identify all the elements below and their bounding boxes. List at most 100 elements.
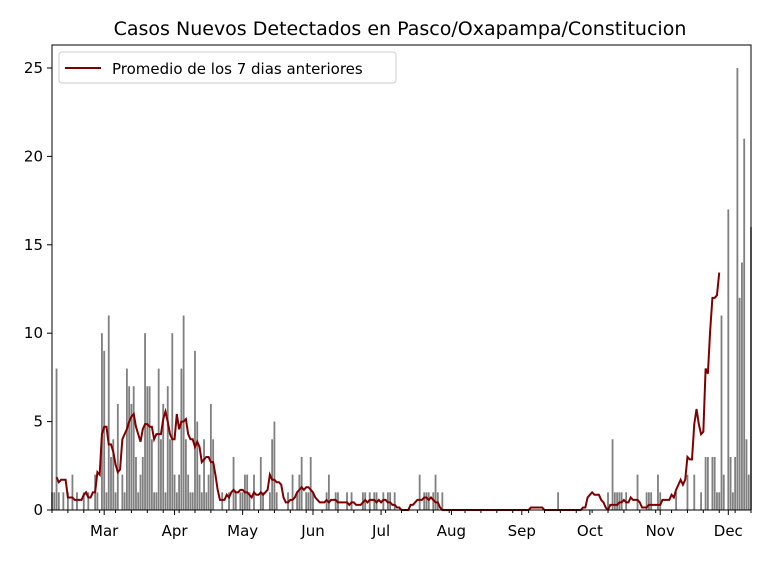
y-tick-label: 20: [24, 147, 43, 165]
bar: [436, 492, 439, 510]
bar: [103, 350, 106, 510]
x-tick-label: Sep: [508, 522, 536, 540]
bar: [209, 403, 212, 510]
bar: [198, 474, 201, 510]
bar: [291, 474, 294, 510]
y-tick-label: 10: [24, 324, 43, 342]
bar: [745, 439, 748, 510]
bar: [157, 368, 160, 510]
bar: [116, 403, 119, 510]
bar: [171, 333, 174, 510]
bar: [273, 421, 276, 510]
bar: [200, 492, 203, 510]
bar: [727, 209, 730, 510]
bar: [232, 456, 235, 510]
legend-label: Promedio de los 7 dias anteriores: [112, 60, 363, 78]
bar: [704, 456, 707, 510]
bar: [110, 456, 112, 510]
bar: [150, 439, 153, 510]
bar: [184, 439, 187, 510]
bar: [645, 492, 648, 510]
bar: [160, 439, 162, 510]
x-tick-label: Oct: [577, 522, 603, 540]
bar: [96, 492, 99, 510]
bar: [101, 333, 103, 510]
bar: [259, 456, 262, 510]
bar: [146, 386, 149, 510]
y-tick-label: 15: [24, 236, 43, 254]
bar: [327, 474, 330, 510]
x-tick-label: Jun: [300, 522, 324, 540]
bar: [164, 492, 167, 510]
bar: [711, 456, 714, 510]
bar: [128, 386, 131, 510]
bar: [607, 492, 609, 510]
bar: [62, 492, 65, 510]
bar: [557, 492, 560, 510]
bar: [114, 492, 117, 510]
bar: [155, 492, 158, 510]
bar: [738, 297, 741, 510]
bar: [182, 315, 185, 510]
bar: [130, 403, 133, 510]
bar: [125, 368, 128, 510]
bar: [205, 492, 208, 510]
x-tick-label: Apr: [162, 522, 189, 540]
bar: [722, 474, 725, 510]
bar: [389, 492, 392, 510]
y-axis: 0 5 10 15 20 25: [24, 59, 52, 519]
bar: [239, 492, 242, 510]
bar: [148, 386, 151, 510]
legend-box: [58, 51, 397, 84]
bar: [423, 492, 426, 510]
bar: [659, 492, 662, 510]
bar: [196, 421, 199, 510]
bar: [194, 350, 196, 510]
bar: [55, 368, 58, 510]
x-axis: MarAprMayJunJulAugSepOctNovDecJan2022: [51, 510, 752, 540]
bar: [175, 492, 178, 510]
bar: [271, 439, 274, 510]
bar: [736, 67, 739, 510]
bar: [716, 492, 718, 510]
bar: [121, 474, 124, 510]
bar: [713, 456, 716, 510]
bar: [268, 492, 271, 510]
bar: [169, 439, 171, 510]
bar: [187, 474, 190, 510]
bar: [275, 492, 278, 510]
legend: Promedio de los 7 dias anteriores: [58, 51, 397, 84]
bar: [178, 474, 180, 510]
bar: [203, 439, 205, 510]
bar: [393, 492, 396, 510]
bar: [647, 492, 650, 510]
bar: [132, 386, 135, 510]
x-tick-label: May: [227, 522, 258, 540]
bar: [262, 492, 264, 510]
bar: [82, 492, 85, 510]
bar: [105, 492, 108, 510]
bar: [305, 492, 308, 510]
bar: [139, 474, 142, 510]
bar: [743, 138, 746, 510]
bar: [720, 315, 723, 510]
bar: [173, 474, 176, 510]
bar: [71, 474, 74, 510]
x-tick-label: Dec: [714, 522, 743, 540]
bar: [686, 474, 689, 510]
bar: [191, 492, 194, 510]
bar: [613, 492, 616, 510]
y-tick-label: 0: [33, 501, 43, 519]
bar: [221, 492, 224, 510]
bar: [241, 492, 244, 510]
bar: [312, 492, 314, 510]
x-tick-label: Aug: [437, 522, 466, 540]
bar: [706, 456, 709, 510]
bar: [731, 492, 734, 510]
bar: [180, 368, 183, 510]
bar: [87, 492, 90, 510]
bar: [144, 333, 146, 510]
bar: [434, 474, 437, 510]
bar: [162, 403, 165, 510]
